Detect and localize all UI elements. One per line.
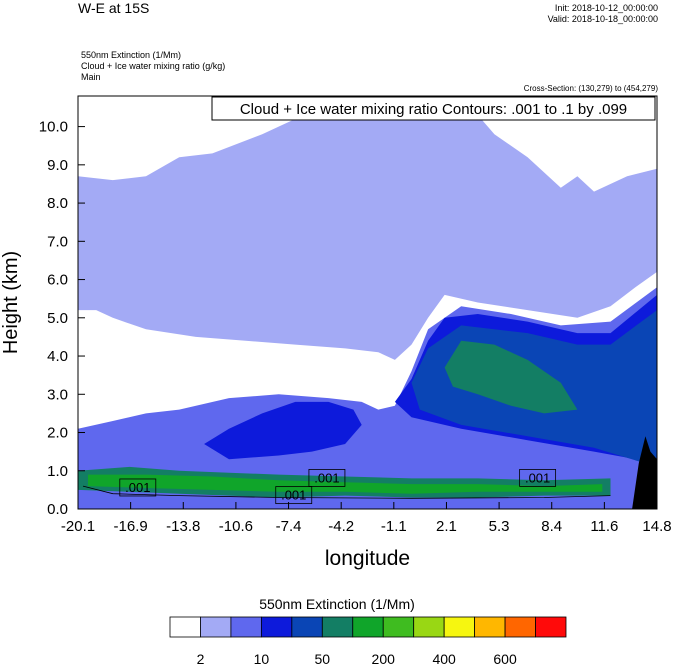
x-tick-label: -10.6 (219, 518, 253, 535)
colorbar-swatch-1 (200, 616, 232, 638)
field-name-domain: Main (81, 72, 101, 82)
terrain (632, 436, 657, 509)
y-tick-label: 9.0 (47, 157, 68, 174)
contour-line (82, 485, 611, 499)
colorbar-swatch-7 (382, 616, 415, 638)
colorbar: 2 10 50 200 400 600 (169, 616, 567, 667)
contour-label-box-1 (275, 486, 313, 505)
x-tick-label: -20.1 (61, 518, 95, 535)
y-tick-label: 4.0 (47, 348, 68, 365)
x-tick-label: 8.4 (541, 518, 562, 535)
y-tick-label: 7.0 (47, 233, 68, 250)
y-tick-label: 1.0 (47, 463, 68, 480)
plot-frame (77, 95, 658, 510)
colorbar-swatch-9 (443, 616, 476, 638)
field-name-extinction: 550nm Extinction (1/Mm) (81, 50, 182, 60)
contour-label-box-2 (308, 469, 346, 487)
colorbar-swatch-0 (169, 616, 201, 638)
x-tick-label: -1.1 (381, 518, 407, 535)
contour-label-2: .001 (314, 470, 339, 485)
x-tick-label: 11.6 (590, 518, 618, 535)
colorbar-tick-label: 50 (315, 651, 331, 667)
colorbar-swatch-6 (352, 616, 384, 638)
axes: -20.1 -16.9 -13.8 -10.6 -7.4 -4.2 -1.1 2.1 5.3 8.… (0, 95, 672, 570)
colorbar-tick-label: 200 (372, 651, 396, 667)
x-axis-label: longitude (325, 547, 410, 570)
colorbar-swatch-4 (291, 616, 323, 638)
contour-legend-box (211, 96, 656, 121)
extinction-region-0 (78, 96, 657, 360)
extinction-region-2 (204, 401, 362, 460)
colorbar-swatch-12 (535, 616, 567, 638)
y-tick-label: 8.0 (47, 195, 68, 212)
extinction-region-5 (444, 340, 578, 414)
x-tick-label: -7.4 (276, 518, 302, 535)
y-tick-label: 3.0 (47, 386, 68, 403)
colorbar-tick-label: 400 (432, 651, 456, 667)
field-name-mixing-ratio: Cloud + Ice water mixing ratio (g/kg) (81, 61, 226, 71)
colorbar-swatch-2 (230, 616, 262, 638)
contour-label-box-0 (119, 478, 157, 497)
y-tick-label: 10.0 (39, 119, 68, 136)
contour-label-box-3 (519, 469, 557, 487)
x-tick-label: -13.8 (166, 518, 200, 535)
colorbar-swatch-11 (504, 616, 536, 638)
x-tick-label: 14.8 (642, 518, 671, 535)
init-time: Init: 2018-10-12_00:00:00 (554, 3, 658, 13)
y-tick-label: 6.0 (47, 272, 68, 289)
colorbar-swatch-8 (413, 616, 445, 638)
colorbar-title: 550nm Extinction (1/Mm) (259, 596, 415, 612)
colorbar-tick-label: 600 (493, 651, 517, 667)
x-tick-label: 5.3 (489, 518, 510, 535)
y-tick-label: 5.0 (47, 310, 68, 327)
contour-legend: Cloud + Ice water mixing ratio Contours:… (211, 96, 656, 121)
x-tick-label: -16.9 (114, 518, 148, 535)
mixing-ratio-contours: .001 .001 .001 .001 (82, 469, 611, 505)
x-tick-label: -4.2 (328, 518, 354, 535)
y-tick-label: 0.0 (47, 501, 68, 518)
y-axis-label: Height (km) (0, 251, 22, 354)
cross-section-label: Cross-Section: (130,279) to (454,279) (523, 84, 658, 93)
contour-label-3: .001 (525, 470, 550, 485)
colorbar-swatch-10 (474, 616, 506, 638)
extinction-field (78, 96, 657, 509)
colorbar-tick-label: 2 (197, 651, 205, 667)
x-tick-label: 2.1 (436, 518, 457, 535)
y-tick-label: 2.0 (47, 425, 68, 442)
valid-time: Valid: 2018-10-18_00:00:00 (547, 14, 658, 24)
chart-title: W-E at 15S (78, 0, 150, 16)
contour-legend-text: Cloud + Ice water mixing ratio Contours:… (240, 101, 627, 118)
contour-label-1: .001 (281, 488, 306, 503)
contour-label-0: .001 (125, 480, 150, 495)
colorbar-tick-label: 10 (254, 651, 270, 667)
colorbar-swatch-3 (260, 616, 293, 638)
colorbar-swatch-5 (321, 616, 354, 638)
